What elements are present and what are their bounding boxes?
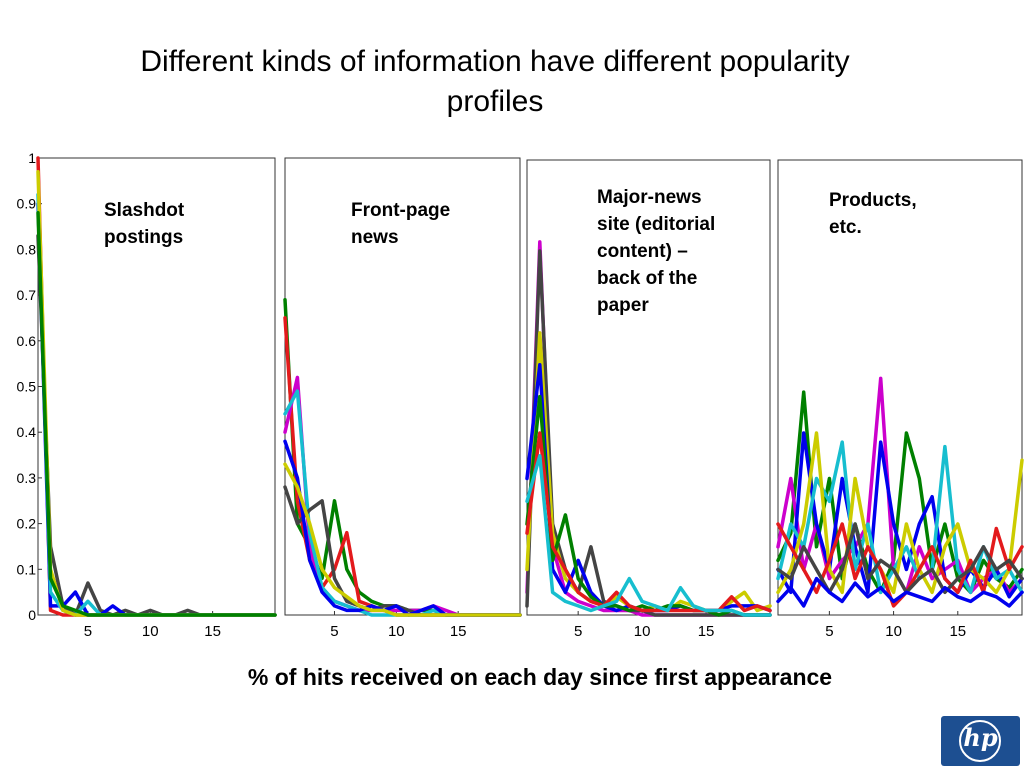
x-tick-label: 15 (949, 623, 966, 640)
x-tick-label: 10 (388, 623, 405, 640)
y-tick-label: 0.2 (17, 516, 37, 532)
y-tick-label: 0.6 (17, 333, 37, 349)
x-tick-label: 10 (634, 623, 651, 640)
panel-label-line: news (351, 227, 399, 248)
plot-frame (37, 157, 276, 616)
x-tick-label: 15 (450, 623, 467, 640)
panel-label-line: Major-news (597, 187, 702, 208)
series-line (776, 522, 1024, 595)
x-tick-label: 15 (204, 623, 221, 640)
series-line (525, 431, 772, 613)
x-tick-label: 10 (885, 623, 902, 640)
slide-title: Different kinds of information have diff… (140, 45, 850, 118)
x-tick-label: 5 (84, 623, 92, 640)
panel-label-line: paper (597, 295, 649, 316)
panel-label: Major-news site (editorial content) – back … (597, 187, 715, 316)
series-line (776, 522, 1024, 608)
y-tick-label: 0.5 (17, 379, 37, 395)
hp-logo: hp (941, 716, 1020, 766)
panel-label-line: postings (104, 227, 183, 248)
y-tick-label: 0.4 (17, 424, 37, 440)
panel-label-line: etc. (829, 217, 862, 238)
y-tick-label: 0.3 (17, 470, 37, 486)
series-line (36, 211, 277, 617)
series-line (525, 454, 772, 617)
series-line (776, 576, 1024, 608)
series-line (776, 431, 1024, 595)
chart-panel-4: 5 10 15 Products, etc. (776, 159, 1024, 640)
panel-label-line: Products, (829, 190, 917, 211)
x-tick-label: 15 (698, 623, 715, 640)
panel-label-line: Front-page (351, 200, 450, 221)
x-tick-label: 5 (825, 623, 833, 640)
y-tick-label: 0.8 (17, 241, 37, 257)
x-tick-label: 5 (330, 623, 338, 640)
panel-label: Front-page news (351, 200, 450, 248)
logo-ring (959, 720, 1001, 762)
plot-frame (284, 157, 521, 616)
panel-label-line: back of the (597, 268, 697, 289)
chart-panel-2: 5 10 15 Front-page news (283, 157, 522, 640)
y-tick-label: 0.7 (17, 287, 37, 303)
y-tick-label: 0 (28, 607, 36, 623)
logo-text: hp (963, 723, 998, 752)
y-tick-label: 0.9 (17, 196, 37, 212)
panel-label-line: Slashdot (104, 200, 185, 221)
x-tick-label: 10 (142, 623, 159, 640)
chart-panel-3: 5 10 15 Major-news site (editorial content) –… (525, 159, 772, 640)
x-tick-label: 5 (574, 623, 582, 640)
series-line (283, 462, 522, 617)
y-tick-label: 1 (28, 150, 36, 166)
y-tick-label: 0.1 (17, 561, 37, 577)
chart-panel-1: 00.10.20.30.40.50.60.70.80.915 10 15Slashd… (17, 150, 277, 640)
plot-frame (526, 159, 771, 616)
panel-label: Slashdot postings (104, 200, 185, 248)
panel-label-line: content) – (597, 241, 688, 262)
panel-label: Products, etc. (829, 190, 917, 238)
panel-label-line: site (editorial (597, 214, 715, 235)
x-axis-caption: % of hits received on each day since fir… (247, 664, 833, 690)
